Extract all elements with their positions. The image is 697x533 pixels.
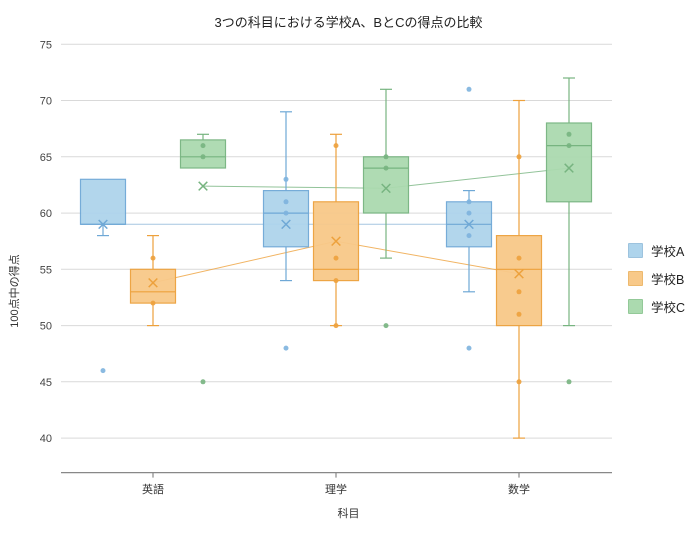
svg-text:55: 55 [40,264,52,276]
svg-text:数学: 数学 [508,482,530,496]
svg-text:60: 60 [40,208,52,220]
svg-text:英語: 英語 [142,482,164,496]
svg-text:45: 45 [40,377,52,389]
svg-text:理学: 理学 [325,482,347,496]
svg-text:40: 40 [40,433,52,445]
svg-text:65: 65 [40,152,52,164]
svg-text:75: 75 [40,39,52,51]
svg-text:50: 50 [40,321,52,333]
svg-text:70: 70 [40,96,52,108]
